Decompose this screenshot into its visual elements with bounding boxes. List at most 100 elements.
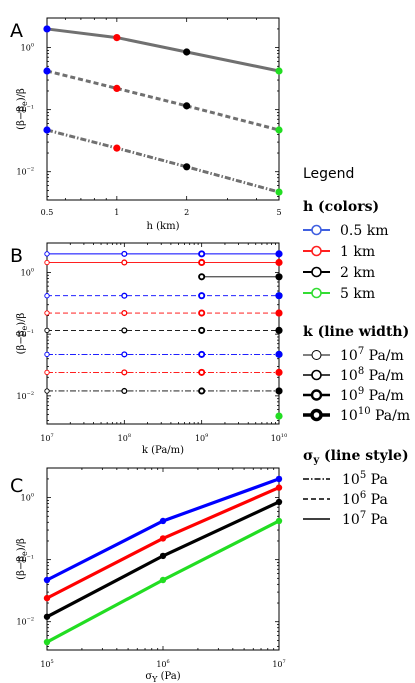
legend-s-label: 107 Pa — [342, 510, 388, 528]
data-point — [44, 259, 50, 266]
data-point — [275, 258, 283, 267]
data-point — [43, 638, 51, 646]
y-tick-label: 10−1 — [16, 555, 34, 565]
data-point — [44, 293, 50, 299]
data-point — [121, 369, 128, 376]
data-point — [198, 273, 206, 281]
x-tick-label: 109 — [195, 433, 208, 443]
data-point — [44, 369, 50, 376]
data-point — [44, 310, 50, 316]
data-point — [43, 613, 51, 620]
legend-k-label: 108 Pa/m — [340, 366, 404, 384]
data-point — [43, 576, 51, 584]
y-axis-label: (β−βe)/β — [16, 312, 29, 354]
data-point — [43, 25, 51, 33]
plot-b: 100 10−1 10−2 107 108 109 1010 k (Pa/m) (β−βe)/β — [16, 242, 288, 456]
series-line-dashed — [46, 69, 280, 132]
y-tick-label: 100 — [21, 267, 34, 277]
legend-h-items: 0.5 km 1 km 2 km 5 km — [303, 223, 388, 302]
x-tick-label: 0.5 — [41, 208, 54, 217]
legend-k-label: 109 Pa/m — [340, 386, 404, 404]
legend-k-heading: k (line width) — [303, 324, 409, 340]
legend-s-heading: σy (line style) — [303, 448, 409, 466]
data-point — [113, 33, 121, 42]
legend-k-marker — [310, 408, 323, 422]
y-tick-label: 10−2 — [16, 617, 34, 627]
data-point — [198, 368, 206, 376]
data-point — [113, 84, 121, 93]
y-tick-label: 10−2 — [16, 391, 34, 401]
y-tick-label: 10−1 — [16, 329, 34, 339]
data-point — [183, 48, 191, 56]
data-point — [198, 350, 206, 358]
data-point — [159, 552, 167, 560]
series-line-solid — [46, 27, 280, 73]
legend: Legend h (colors) 0.5 km 1 km 2 km 5 km k (… — [303, 166, 410, 528]
x-tick-label: 106 — [156, 659, 169, 669]
panel-label-a: A — [10, 20, 23, 42]
data-point — [198, 258, 206, 267]
data-point — [275, 292, 283, 300]
plot-frame-a — [46, 17, 280, 201]
data-point — [121, 309, 128, 317]
y-tick-label: 10−2 — [16, 167, 34, 177]
data-point — [183, 102, 191, 110]
y-axis-label: (β−βe)/β — [16, 88, 29, 130]
y-tick-label: 100 — [21, 493, 34, 503]
data-point — [275, 250, 283, 258]
data-point — [275, 475, 283, 483]
data-point — [275, 387, 283, 395]
legend-s-items: 105 Pa 106 Pa 107 Pa — [303, 470, 388, 528]
data-point — [159, 517, 167, 525]
data-point — [121, 351, 128, 358]
x-tick-label: 5 — [276, 208, 281, 217]
data-point — [121, 387, 128, 395]
data-point — [121, 327, 128, 334]
data-point — [183, 163, 191, 171]
data-point — [159, 576, 167, 584]
legend-title: Legend — [303, 166, 354, 182]
legend-s-heading-symbol: σ — [303, 448, 313, 464]
legend-k-marker — [311, 350, 322, 360]
data-point — [275, 350, 283, 358]
legend-s-heading-sub: y — [312, 455, 320, 466]
data-point — [275, 188, 283, 196]
y-tick-label: 100 — [21, 43, 34, 53]
x-axis-label: h (km) — [147, 221, 180, 232]
data-point — [275, 326, 283, 335]
data-point — [44, 327, 50, 334]
legend-k-marker — [311, 369, 322, 381]
legend-k-label: 1010 Pa/m — [340, 406, 410, 424]
legend-s-label: 106 Pa — [342, 490, 388, 508]
y-axis-label: (β−βe)/β — [16, 538, 29, 580]
legend-k-label: 107 Pa/m — [340, 346, 404, 364]
data-point — [198, 387, 206, 395]
data-point — [275, 309, 283, 317]
x-tick-label: 107 — [272, 659, 285, 669]
data-point — [121, 292, 128, 299]
legend-h-label: 0.5 km — [340, 223, 388, 239]
plot-frame-b — [46, 242, 280, 425]
legend-h-label: 1 km — [340, 244, 375, 260]
data-point — [113, 144, 121, 152]
x-axis-label: k (Pa/m) — [142, 445, 184, 456]
legend-h-marker — [311, 224, 322, 236]
legend-s-heading-rest: (line style) — [319, 448, 408, 464]
data-point — [275, 517, 283, 525]
data-point — [43, 594, 51, 602]
y-tick-label: 10−1 — [16, 105, 34, 115]
data-point — [275, 498, 283, 506]
x-axis-label: σY (Pa) — [145, 671, 180, 683]
x-tick-label: 1010 — [271, 433, 288, 443]
panel-label-c: C — [10, 475, 23, 497]
legend-s-label: 105 Pa — [342, 470, 388, 488]
x-tick-label: 105 — [40, 659, 53, 669]
data-point — [275, 412, 283, 420]
x-tick-label: 108 — [118, 433, 131, 443]
data-point — [198, 309, 206, 317]
legend-k-items: 107 Pa/m 108 Pa/m 109 Pa/m 1010 Pa/m — [303, 346, 410, 424]
legend-h-marker — [311, 266, 322, 278]
data-point — [44, 351, 50, 358]
series-line-dashdot — [46, 128, 280, 194]
